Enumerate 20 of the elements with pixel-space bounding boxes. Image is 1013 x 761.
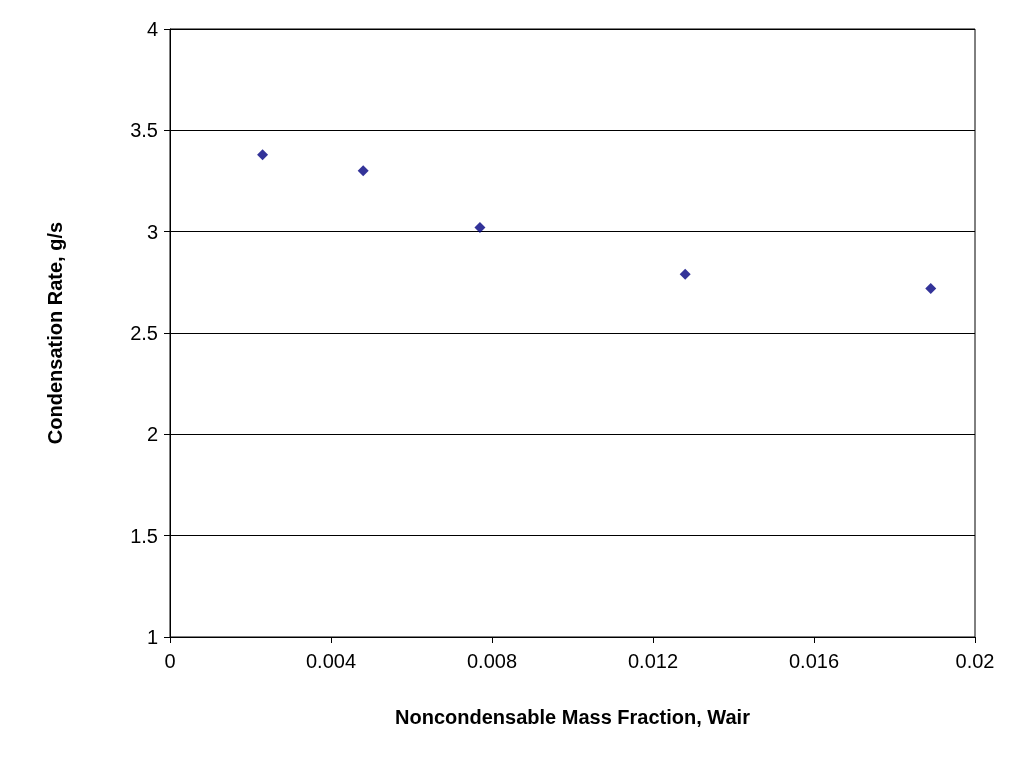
y-tick-label: 2.5 (130, 322, 158, 344)
x-tick-label: 0.004 (305, 650, 357, 672)
y-tick-label: 2 (146, 423, 158, 446)
y-tick-label: 4 (146, 18, 158, 40)
x-tick-label: 0.016 (788, 650, 840, 672)
x-tick-label: 0.008 (466, 650, 518, 672)
point (925, 282, 937, 294)
y-tick-label: 1.5 (130, 524, 158, 547)
y-axis-title: Condensation Rate, g/s (44, 221, 66, 445)
x-tick-label: 0.012 (627, 650, 679, 672)
y-tick-label: 3 (146, 220, 158, 243)
x-axis-title: Noncondensable Mass Fraction, Wair (395, 706, 751, 728)
point (357, 165, 369, 177)
y-tick-label: 1 (146, 626, 158, 648)
point (679, 268, 691, 280)
point (257, 149, 269, 161)
y-tick-label: 3.5 (130, 119, 158, 142)
x-tick-label: 0.02 (955, 650, 995, 672)
x-tick-label: 0 (164, 650, 176, 672)
point (474, 222, 486, 234)
